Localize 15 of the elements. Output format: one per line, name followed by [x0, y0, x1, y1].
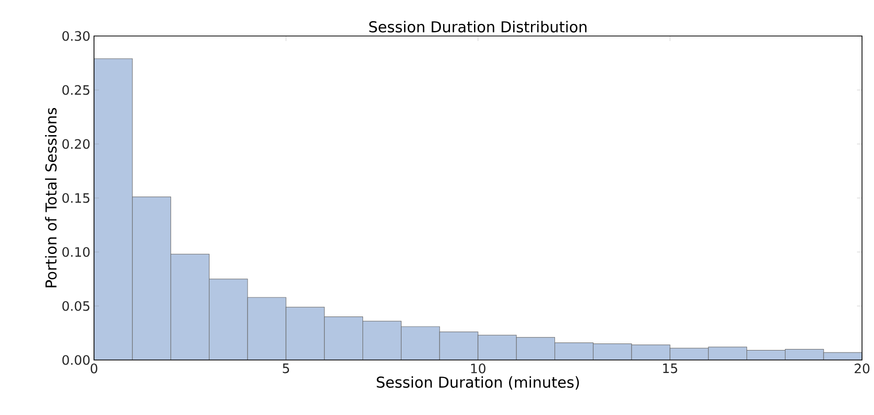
y-tick-label: 0.05	[62, 301, 90, 311]
y-tick-label: 0.15	[62, 193, 90, 203]
y-axis-title: Portion of Total Sessions	[45, 108, 57, 288]
x-axis-title: Session Duration (minutes)	[376, 376, 579, 390]
x-tick-label: 5	[282, 364, 290, 374]
x-tick-label: 20	[854, 364, 870, 374]
x-tick-label: 15	[663, 364, 678, 374]
y-tick-label: 0.10	[62, 247, 90, 257]
x-tick-label: 10	[471, 364, 486, 374]
y-tick-label: 0.30	[62, 31, 90, 41]
chart-title: Session Duration Distribution	[369, 20, 586, 32]
x-tick-label: 0	[90, 364, 98, 374]
y-tick-label: 0.20	[62, 139, 90, 149]
y-tick-label: 0.25	[62, 85, 90, 95]
y-tick-label: 0.00	[62, 355, 90, 365]
